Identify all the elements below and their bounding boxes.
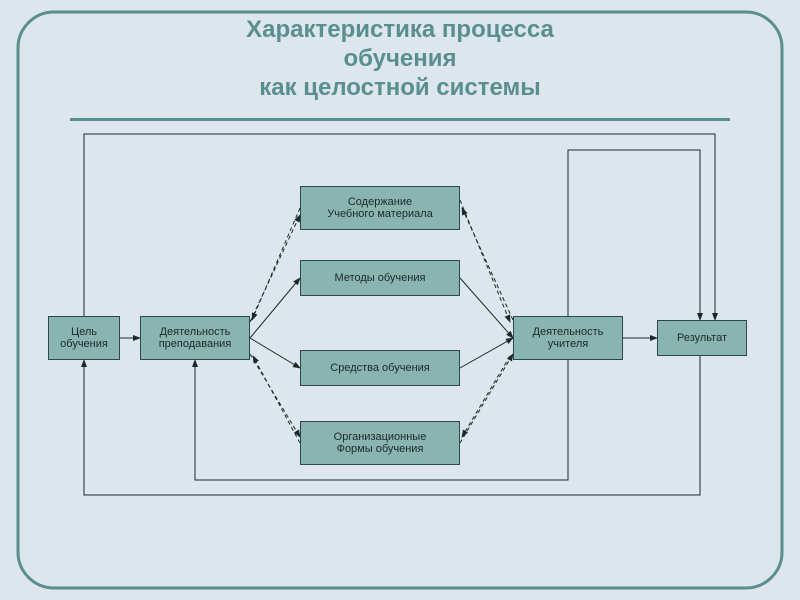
node-forms: Организационные Формы обучения [300,421,460,465]
edge-5 [250,354,300,437]
node-teach: Деятельность преподавания [140,316,250,360]
edge-7 [460,278,513,338]
node-means: Средства обучения [300,350,460,386]
edge-11 [460,354,513,443]
edge-4 [252,208,300,320]
node-content: Содержание Учебного материала [300,186,460,230]
edge-10 [462,208,513,320]
edge-2 [250,338,300,368]
edge-9 [460,200,510,322]
node-goal: Цель обучения [48,316,120,360]
node-methods: Методы обучения [300,260,460,296]
edges-layer [0,0,800,600]
edge-16 [568,150,700,320]
diagram-canvas: Характеристика процесса обучения как цел… [0,0,800,600]
edge-12 [462,356,510,437]
node-result: Результат [657,320,747,356]
node-teacher: Деятельность учителя [513,316,623,360]
edge-6 [253,356,300,443]
